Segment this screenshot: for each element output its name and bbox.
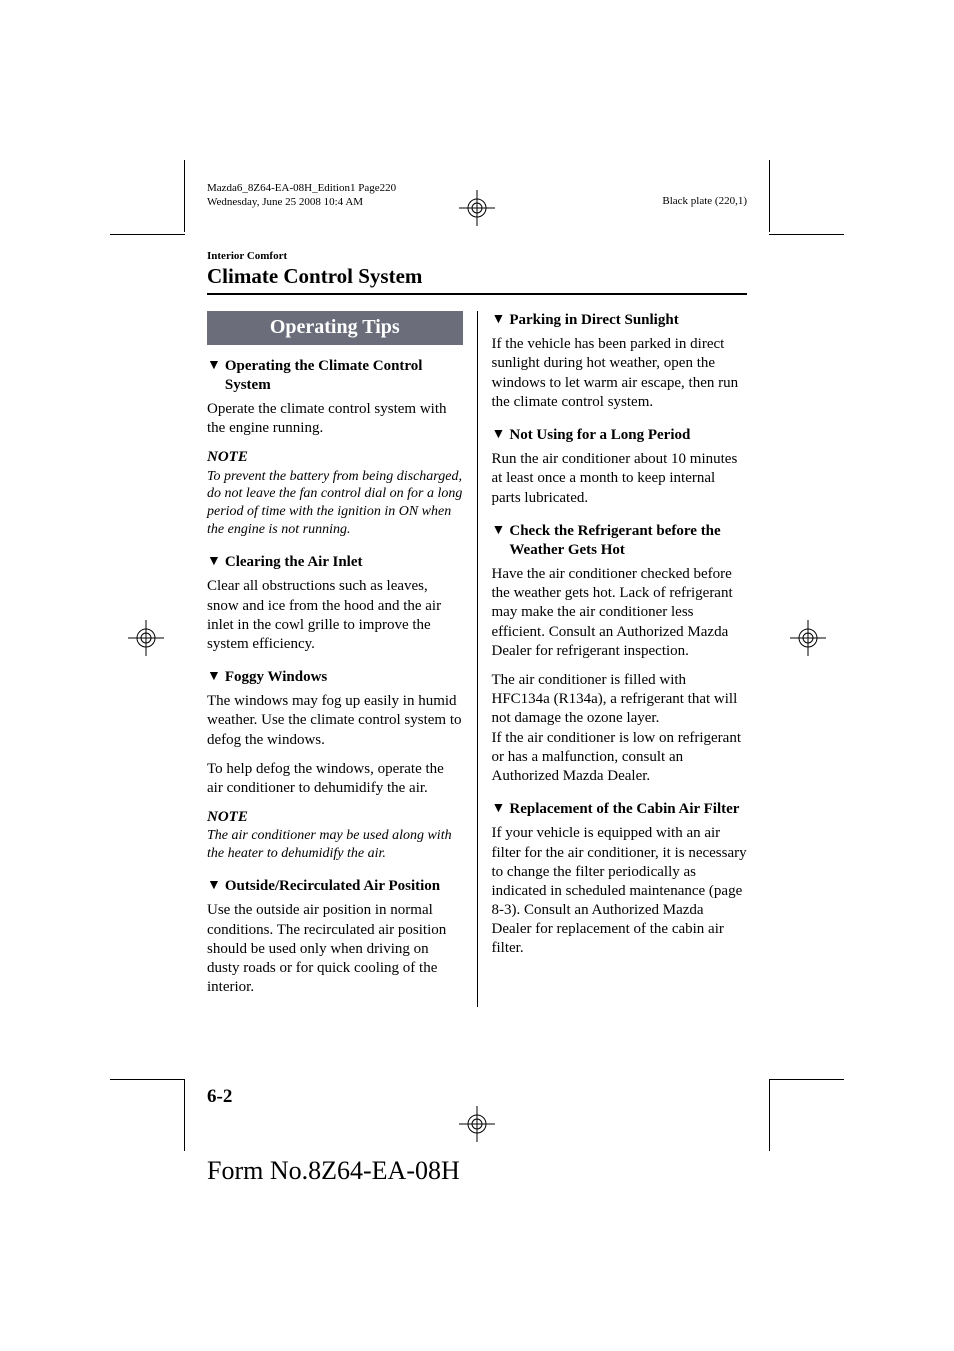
registration-mark-icon: [459, 1106, 495, 1142]
crop-mark: [184, 160, 185, 232]
subheading-not-using: ▼ Not Using for a Long Period: [492, 426, 748, 445]
triangle-icon: ▼: [492, 311, 506, 329]
crop-mark: [769, 1079, 770, 1151]
body-text-span: If the air conditioner is low on refrige…: [492, 730, 742, 784]
subheading-text: Check the Refrigerant before the Weather…: [509, 522, 747, 560]
body-text: The air conditioner is filled with HFC13…: [492, 671, 748, 786]
subheading-parking: ▼ Parking in Direct Sunlight: [492, 311, 748, 330]
crop-mark: [184, 1079, 185, 1151]
body-text: Clear all obstructions such as leaves, s…: [207, 577, 463, 654]
meta-line2: Wednesday, June 25 2008 10:4 AM: [207, 196, 396, 210]
crop-mark: [769, 234, 844, 235]
subheading-refrigerant: ▼ Check the Refrigerant before the Weath…: [492, 522, 748, 560]
subheading-text: Parking in Direct Sunlight: [509, 311, 678, 330]
body-text: Have the air conditioner checked before …: [492, 565, 748, 661]
body-text: Run the air conditioner about 10 minutes…: [492, 450, 748, 508]
subheading-cabin-filter: ▼ Replacement of the Cabin Air Filter: [492, 800, 748, 819]
page-number: 6-2: [207, 1086, 232, 1108]
subheading-text: Replacement of the Cabin Air Filter: [509, 800, 739, 819]
note-label: NOTE: [207, 448, 463, 467]
meta-line1: Mazda6_8Z64-EA-08H_Edition1 Page220: [207, 182, 396, 196]
registration-mark-icon: [790, 620, 826, 656]
triangle-icon: ▼: [492, 426, 506, 444]
plate-meta: Black plate (220,1): [662, 195, 747, 207]
note-body: The air conditioner may be used along wi…: [207, 827, 463, 863]
subheading-clearing: ▼ Clearing the Air Inlet: [207, 553, 463, 572]
document-meta: Mazda6_8Z64-EA-08H_Edition1 Page220 Wedn…: [207, 182, 396, 210]
form-number: Form No.8Z64-EA-08H: [207, 1156, 460, 1186]
note-label: NOTE: [207, 808, 463, 827]
header-rule: [207, 293, 747, 295]
body-text: Use the outside air position in normal c…: [207, 901, 463, 997]
section-header-small: Interior Comfort: [207, 250, 747, 262]
triangle-icon: ▼: [492, 800, 506, 818]
subheading-text: Clearing the Air Inlet: [225, 553, 363, 572]
crop-mark: [110, 234, 185, 235]
section-title: Operating Tips: [207, 311, 463, 345]
page-content: Interior Comfort Climate Control System …: [207, 250, 747, 1071]
right-column: ▼ Parking in Direct Sunlight If the vehi…: [478, 311, 748, 1007]
crop-mark: [769, 160, 770, 232]
left-column: Operating Tips ▼ Operating the Climate C…: [207, 311, 478, 1007]
crop-mark: [110, 1079, 185, 1080]
triangle-icon: ▼: [492, 522, 506, 540]
body-text: Operate the climate control system with …: [207, 400, 463, 438]
triangle-icon: ▼: [207, 357, 221, 375]
section-header-large: Climate Control System: [207, 264, 747, 289]
body-text: If your vehicle is equipped with an air …: [492, 824, 748, 958]
subheading-text: Outside/Recirculated Air Position: [225, 877, 440, 896]
registration-mark-icon: [128, 620, 164, 656]
crop-mark: [769, 1079, 844, 1080]
body-text: The windows may fog up easily in humid w…: [207, 692, 463, 750]
registration-mark-icon: [459, 190, 495, 226]
body-text: To help defog the windows, operate the a…: [207, 760, 463, 798]
triangle-icon: ▼: [207, 553, 221, 571]
body-text: If the vehicle has been parked in direct…: [492, 335, 748, 412]
body-text-span: The air conditioner is filled with HFC13…: [492, 672, 738, 726]
triangle-icon: ▼: [207, 668, 221, 686]
subheading-operating: ▼ Operating the Climate Control System: [207, 357, 463, 395]
subheading-recirculated: ▼ Outside/Recirculated Air Position: [207, 877, 463, 896]
subheading-text: Foggy Windows: [225, 668, 327, 687]
subheading-foggy: ▼ Foggy Windows: [207, 668, 463, 687]
subheading-text: Not Using for a Long Period: [509, 426, 690, 445]
note-body: To prevent the battery from being discha…: [207, 468, 463, 540]
subheading-text: Operating the Climate Control System: [225, 357, 463, 395]
triangle-icon: ▼: [207, 877, 221, 895]
